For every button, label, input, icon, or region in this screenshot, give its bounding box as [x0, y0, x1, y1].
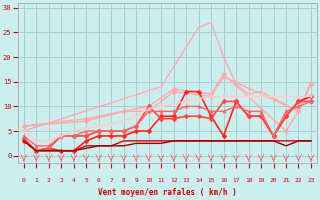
- X-axis label: Vent moyen/en rafales ( km/h ): Vent moyen/en rafales ( km/h ): [98, 188, 237, 197]
